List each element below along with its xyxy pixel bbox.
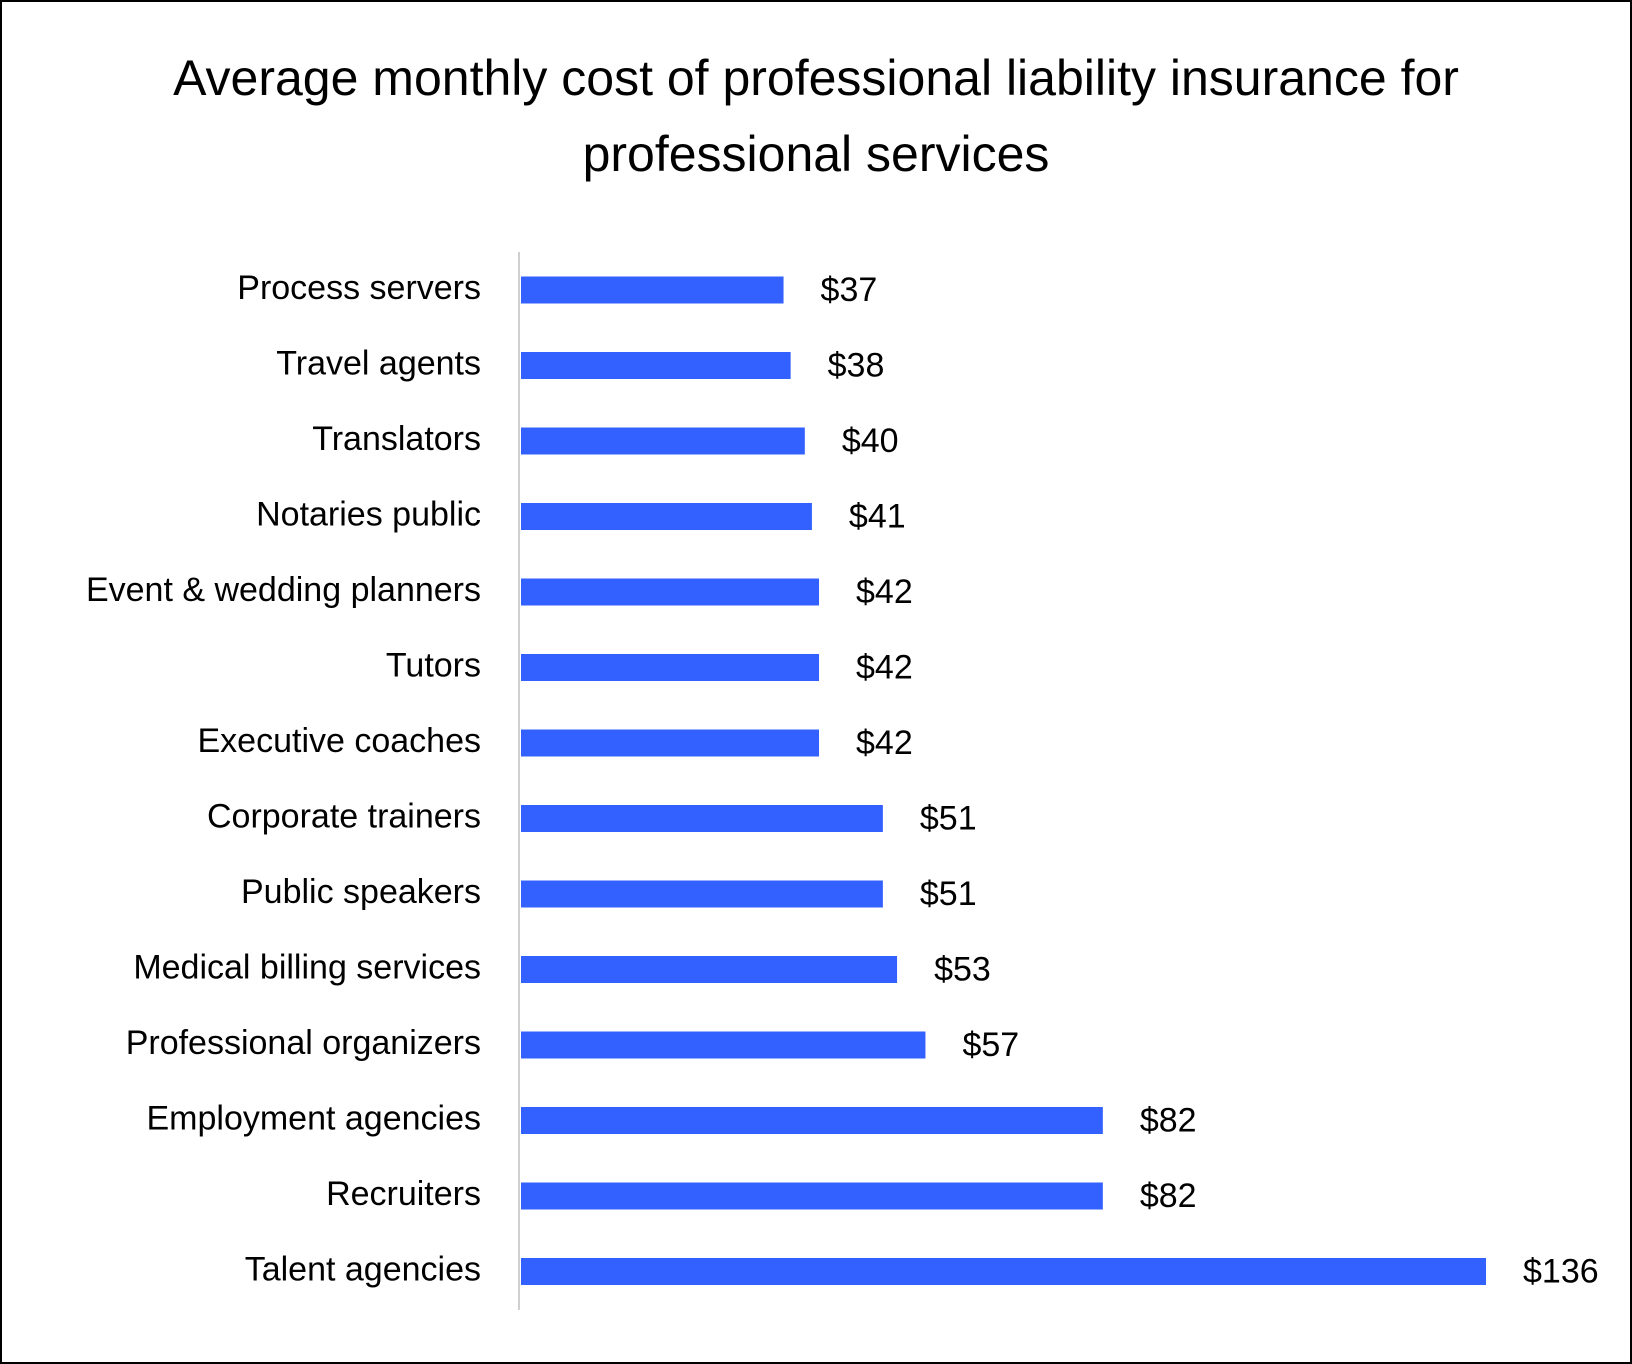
- value-label: $42: [856, 648, 913, 686]
- value-label: $57: [962, 1026, 1019, 1064]
- bar: [521, 956, 898, 983]
- bar: [521, 805, 883, 832]
- bar: [521, 1107, 1103, 1134]
- value-label: $38: [828, 346, 885, 384]
- value-label: $53: [934, 950, 991, 988]
- bar: [521, 1182, 1103, 1210]
- category-label: Translators: [312, 420, 481, 458]
- category-label: Medical billing services: [133, 948, 481, 986]
- value-label: $82: [1140, 1177, 1197, 1215]
- category-label: Event & wedding planners: [86, 571, 481, 609]
- category-label: Talent agencies: [245, 1250, 481, 1288]
- category-label: Corporate trainers: [207, 797, 481, 835]
- value-label: $51: [920, 875, 977, 913]
- category-label: Tutors: [386, 646, 481, 684]
- chart-title: Average monthly cost of professional lia…: [173, 50, 1459, 182]
- category-label: Process servers: [237, 269, 481, 307]
- bar: [521, 352, 791, 379]
- value-label: $37: [821, 271, 878, 309]
- value-label: $42: [856, 573, 913, 611]
- bar: [521, 578, 820, 606]
- category-label: Executive coaches: [198, 722, 482, 760]
- category-label: Professional organizers: [126, 1024, 481, 1062]
- category-label: Notaries public: [256, 495, 481, 533]
- value-label: $51: [920, 799, 977, 837]
- bar: [521, 503, 812, 530]
- value-label: $136: [1523, 1252, 1599, 1290]
- bar: [521, 654, 820, 681]
- bar: [521, 729, 820, 757]
- bar: [521, 1031, 926, 1059]
- category-label: Employment agencies: [146, 1099, 481, 1137]
- bar: [521, 276, 784, 304]
- value-label: $41: [849, 497, 906, 535]
- value-label: $42: [856, 724, 913, 762]
- value-label: $82: [1140, 1101, 1197, 1139]
- category-label: Public speakers: [241, 873, 481, 911]
- category-label: Recruiters: [326, 1175, 481, 1213]
- value-label: $40: [842, 422, 899, 460]
- bar: [521, 880, 883, 908]
- bar: [521, 1258, 1486, 1285]
- bar: [521, 427, 805, 455]
- category-label: Travel agents: [276, 344, 481, 382]
